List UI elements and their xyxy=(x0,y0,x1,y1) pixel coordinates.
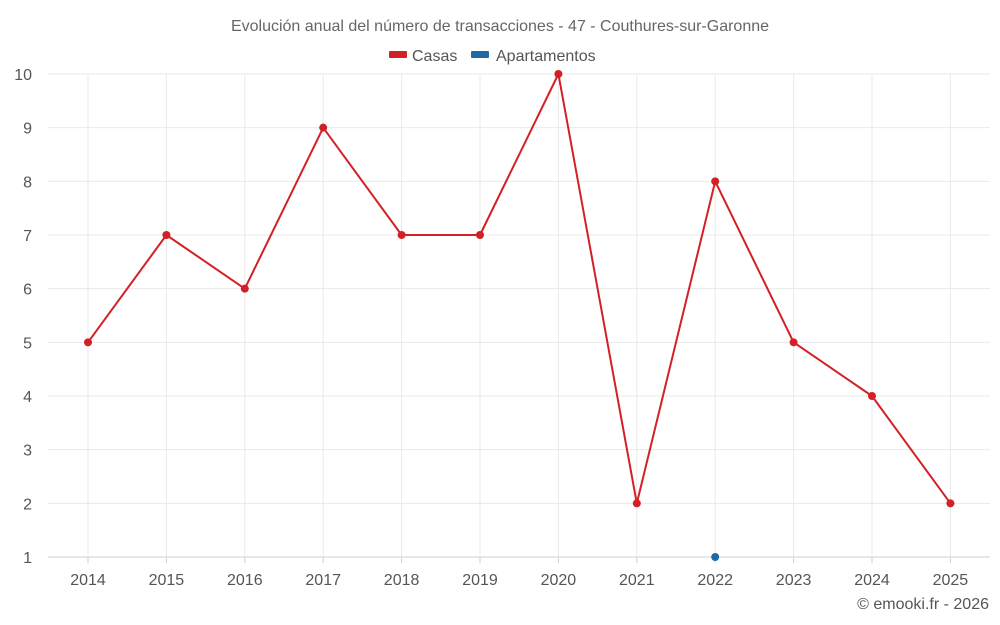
data-point-casas[interactable] xyxy=(319,123,328,132)
data-point-casas[interactable] xyxy=(711,177,720,186)
legend-item-apartamentos[interactable]: Apartamentos xyxy=(471,48,596,65)
data-point-casas[interactable] xyxy=(946,499,955,508)
legend-swatch-apartamentos xyxy=(471,51,489,58)
y-tick-label: 6 xyxy=(23,282,32,299)
legend-label-casas: Casas xyxy=(412,48,457,65)
x-tick-label: 2018 xyxy=(384,572,420,589)
x-tick-label: 2014 xyxy=(70,572,106,589)
data-point-casas[interactable] xyxy=(240,284,249,293)
x-tick-label: 2021 xyxy=(619,572,655,589)
data-point-casas[interactable] xyxy=(868,392,876,400)
x-tick-label: 2019 xyxy=(462,572,498,589)
legend-item-casas[interactable]: Casas xyxy=(389,48,457,65)
series-line-casas xyxy=(87,73,952,505)
y-tick-label: 8 xyxy=(23,174,32,191)
y-tick-label: 1 xyxy=(23,550,32,567)
x-tick-label: 2016 xyxy=(227,572,263,589)
data-point-apartamentos[interactable] xyxy=(711,553,720,561)
data-point-casas[interactable] xyxy=(84,338,92,347)
data-point-casas[interactable] xyxy=(162,231,171,239)
x-tick-label: 2023 xyxy=(776,572,812,589)
legend[interactable]: Casas Apartamentos xyxy=(389,48,596,65)
data-point-casas[interactable] xyxy=(397,231,406,239)
x-axis: 2014 2015 2016 2017 2018 2019 2020 2021 2022 2023… xyxy=(70,557,968,589)
y-tick-label: 9 xyxy=(23,121,32,138)
y-tick-label: 5 xyxy=(23,335,32,352)
legend-swatch-casas xyxy=(389,51,407,58)
y-tick-label: 10 xyxy=(14,67,32,84)
x-tick-label: 2025 xyxy=(933,572,969,589)
x-tick-label: 2017 xyxy=(305,572,341,589)
grid xyxy=(48,73,990,558)
x-tick-label: 2020 xyxy=(541,572,577,589)
data-point-casas[interactable] xyxy=(476,231,484,239)
y-tick-label: 4 xyxy=(23,389,32,406)
y-tick-label: 7 xyxy=(23,228,32,245)
y-axis: 1 2 3 4 5 6 7 8 9 10 xyxy=(14,67,32,567)
series-layer xyxy=(84,70,955,561)
x-tick-label: 2022 xyxy=(697,572,733,589)
data-point-casas[interactable] xyxy=(554,70,563,78)
credit-text: © emooki.fr - 2026 xyxy=(857,596,989,613)
data-point-casas[interactable] xyxy=(789,338,798,347)
y-tick-label: 2 xyxy=(23,496,32,513)
y-tick-label: 3 xyxy=(23,443,32,460)
data-point-casas[interactable] xyxy=(632,499,641,508)
chart-title: Evolución anual del número de transaccio… xyxy=(231,18,769,35)
x-tick-label: 2024 xyxy=(854,572,890,589)
legend-label-apartamentos: Apartamentos xyxy=(496,48,596,65)
x-tick-label: 2015 xyxy=(149,572,185,589)
